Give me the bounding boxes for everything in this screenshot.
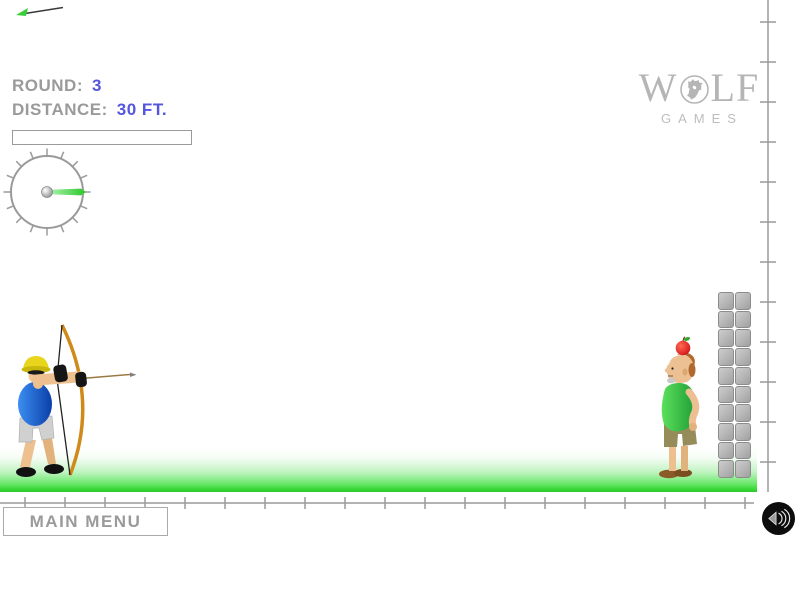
speaker-icon: [761, 501, 796, 536]
aim-gauge: [3, 148, 91, 236]
archer-body: [16, 356, 64, 477]
ground: [0, 447, 757, 492]
distance-label: DISTANCE:: [12, 100, 108, 119]
logo-word-prefix: W: [638, 65, 678, 110]
gauge-center-ball: [41, 186, 53, 198]
bottom-ruler: [0, 497, 754, 509]
logo-subtitle: GAMES: [661, 111, 743, 126]
round-indicator: ROUND: 3: [12, 76, 102, 96]
main-menu-button[interactable]: MAIN MENU: [3, 507, 168, 536]
gauge-needle: [50, 188, 86, 196]
wolf-games-logo: W LF GAMES: [636, 65, 762, 127]
wolf-logo-icon: [679, 74, 709, 104]
round-value: 3: [92, 76, 102, 95]
right-ruler: [760, 0, 776, 492]
round-label: ROUND:: [12, 76, 83, 95]
archer-hat: [23, 356, 49, 369]
apple-icon: [675, 336, 691, 356]
target-man-body: [659, 352, 700, 479]
distance-value: 30 FT.: [116, 100, 168, 119]
target-man-character: [659, 336, 700, 479]
bow-string: [56, 324, 71, 476]
archer-character: [16, 324, 137, 477]
archer-bow: [60, 324, 85, 476]
flying-arrow-icon: [16, 6, 64, 16]
sound-button[interactable]: [761, 501, 796, 536]
power-meter: [12, 130, 192, 145]
distance-indicator: DISTANCE: 30 FT.: [12, 100, 167, 120]
logo-word-suffix: LF: [710, 65, 760, 110]
main-menu-label: MAIN MENU: [29, 511, 142, 531]
stone-wall: [718, 292, 751, 478]
gauge-ticks: [3, 148, 91, 236]
